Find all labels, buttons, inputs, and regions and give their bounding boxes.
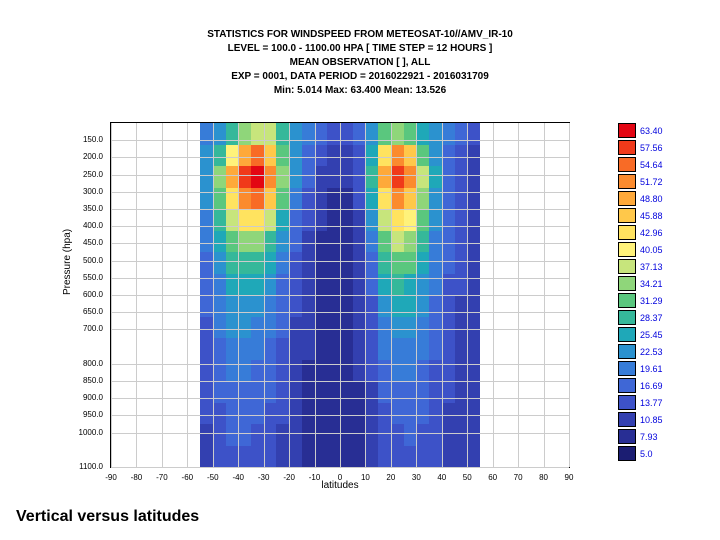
legend-row: 37.13 <box>618 258 698 275</box>
legend-row: 16.69 <box>618 377 698 394</box>
caption: Vertical versus latitudes <box>16 508 199 526</box>
legend-label: 10.85 <box>640 415 663 425</box>
legend-swatch <box>618 344 636 359</box>
legend-row: 57.56 <box>618 139 698 156</box>
legend-swatch <box>618 225 636 240</box>
title-line: Min: 5.014 Max: 63.400 Mean: 13.526 <box>0 84 720 98</box>
legend-row: 7.93 <box>618 428 698 445</box>
legend-label: 40.05 <box>640 245 663 255</box>
y-tick: 1000.0 <box>63 428 103 437</box>
title-line: STATISTICS FOR WINDSPEED FROM METEOSAT-1… <box>0 28 720 42</box>
legend-row: 13.77 <box>618 394 698 411</box>
plot-area: 150.0200.0250.0300.0350.0400.0450.0500.0… <box>110 122 570 468</box>
legend-row: 42.96 <box>618 224 698 241</box>
legend-label: 45.88 <box>640 211 663 221</box>
legend-label: 51.72 <box>640 177 663 187</box>
legend-swatch <box>618 395 636 410</box>
legend-row: 31.29 <box>618 292 698 309</box>
y-tick: 900.0 <box>63 393 103 402</box>
legend-swatch <box>618 293 636 308</box>
legend-swatch <box>618 140 636 155</box>
y-tick: 950.0 <box>63 410 103 419</box>
legend-label: 63.40 <box>640 126 663 136</box>
legend-swatch <box>618 327 636 342</box>
legend-row: 51.72 <box>618 173 698 190</box>
legend-label: 54.64 <box>640 160 663 170</box>
title-line: MEAN OBSERVATION [ ], ALL <box>0 56 720 70</box>
legend-row: 48.80 <box>618 190 698 207</box>
y-tick: 700.0 <box>63 324 103 333</box>
legend-label: 42.96 <box>640 228 663 238</box>
y-axis-label: Pressure (hpa) <box>62 229 73 295</box>
legend-label: 57.56 <box>640 143 663 153</box>
legend-label: 5.0 <box>640 449 653 459</box>
legend-label: 25.45 <box>640 330 663 340</box>
y-tick: 850.0 <box>63 376 103 385</box>
y-tick: 150.0 <box>63 135 103 144</box>
legend-swatch <box>618 174 636 189</box>
legend-row: 45.88 <box>618 207 698 224</box>
legend-row: 54.64 <box>618 156 698 173</box>
legend-swatch <box>618 429 636 444</box>
chart-title-block: STATISTICS FOR WINDSPEED FROM METEOSAT-1… <box>0 28 720 98</box>
y-tick: 800.0 <box>63 359 103 368</box>
legend-label: 16.69 <box>640 381 663 391</box>
legend-swatch <box>618 276 636 291</box>
y-tick: 200.0 <box>63 152 103 161</box>
legend-row: 40.05 <box>618 241 698 258</box>
legend-label: 31.29 <box>640 296 663 306</box>
legend-label: 13.77 <box>640 398 663 408</box>
title-line: EXP = 0001, DATA PERIOD = 2016022921 - 2… <box>0 70 720 84</box>
title-line: LEVEL = 100.0 - 1100.00 HPA [ TIME STEP … <box>0 42 720 56</box>
legend-swatch <box>618 310 636 325</box>
legend-label: 48.80 <box>640 194 663 204</box>
legend-row: 22.53 <box>618 343 698 360</box>
legend-swatch <box>618 191 636 206</box>
legend-swatch <box>618 242 636 257</box>
legend-row: 10.85 <box>618 411 698 428</box>
x-axis-label: latitudes <box>110 480 570 491</box>
y-tick: 1100.0 <box>63 462 103 471</box>
color-legend: 63.40 57.56 54.64 51.72 48.80 45.88 42.96 40.05… <box>618 122 698 462</box>
legend-swatch <box>618 446 636 461</box>
legend-label: 37.13 <box>640 262 663 272</box>
legend-swatch <box>618 157 636 172</box>
legend-label: 34.21 <box>640 279 663 289</box>
y-tick: 300.0 <box>63 187 103 196</box>
legend-row: 63.40 <box>618 122 698 139</box>
legend-row: 34.21 <box>618 275 698 292</box>
legend-row: 25.45 <box>618 326 698 343</box>
legend-label: 28.37 <box>640 313 663 323</box>
legend-swatch <box>618 361 636 376</box>
legend-swatch <box>618 378 636 393</box>
legend-row: 19.61 <box>618 360 698 377</box>
legend-label: 22.53 <box>640 347 663 357</box>
legend-swatch <box>618 259 636 274</box>
legend-row: 5.0 <box>618 445 698 462</box>
y-tick: 650.0 <box>63 307 103 316</box>
y-tick: 350.0 <box>63 204 103 213</box>
legend-swatch <box>618 123 636 138</box>
legend-label: 7.93 <box>640 432 658 442</box>
plot-grid <box>111 123 569 467</box>
legend-swatch <box>618 412 636 427</box>
legend-label: 19.61 <box>640 364 663 374</box>
legend-swatch <box>618 208 636 223</box>
legend-row: 28.37 <box>618 309 698 326</box>
y-tick: 250.0 <box>63 170 103 179</box>
